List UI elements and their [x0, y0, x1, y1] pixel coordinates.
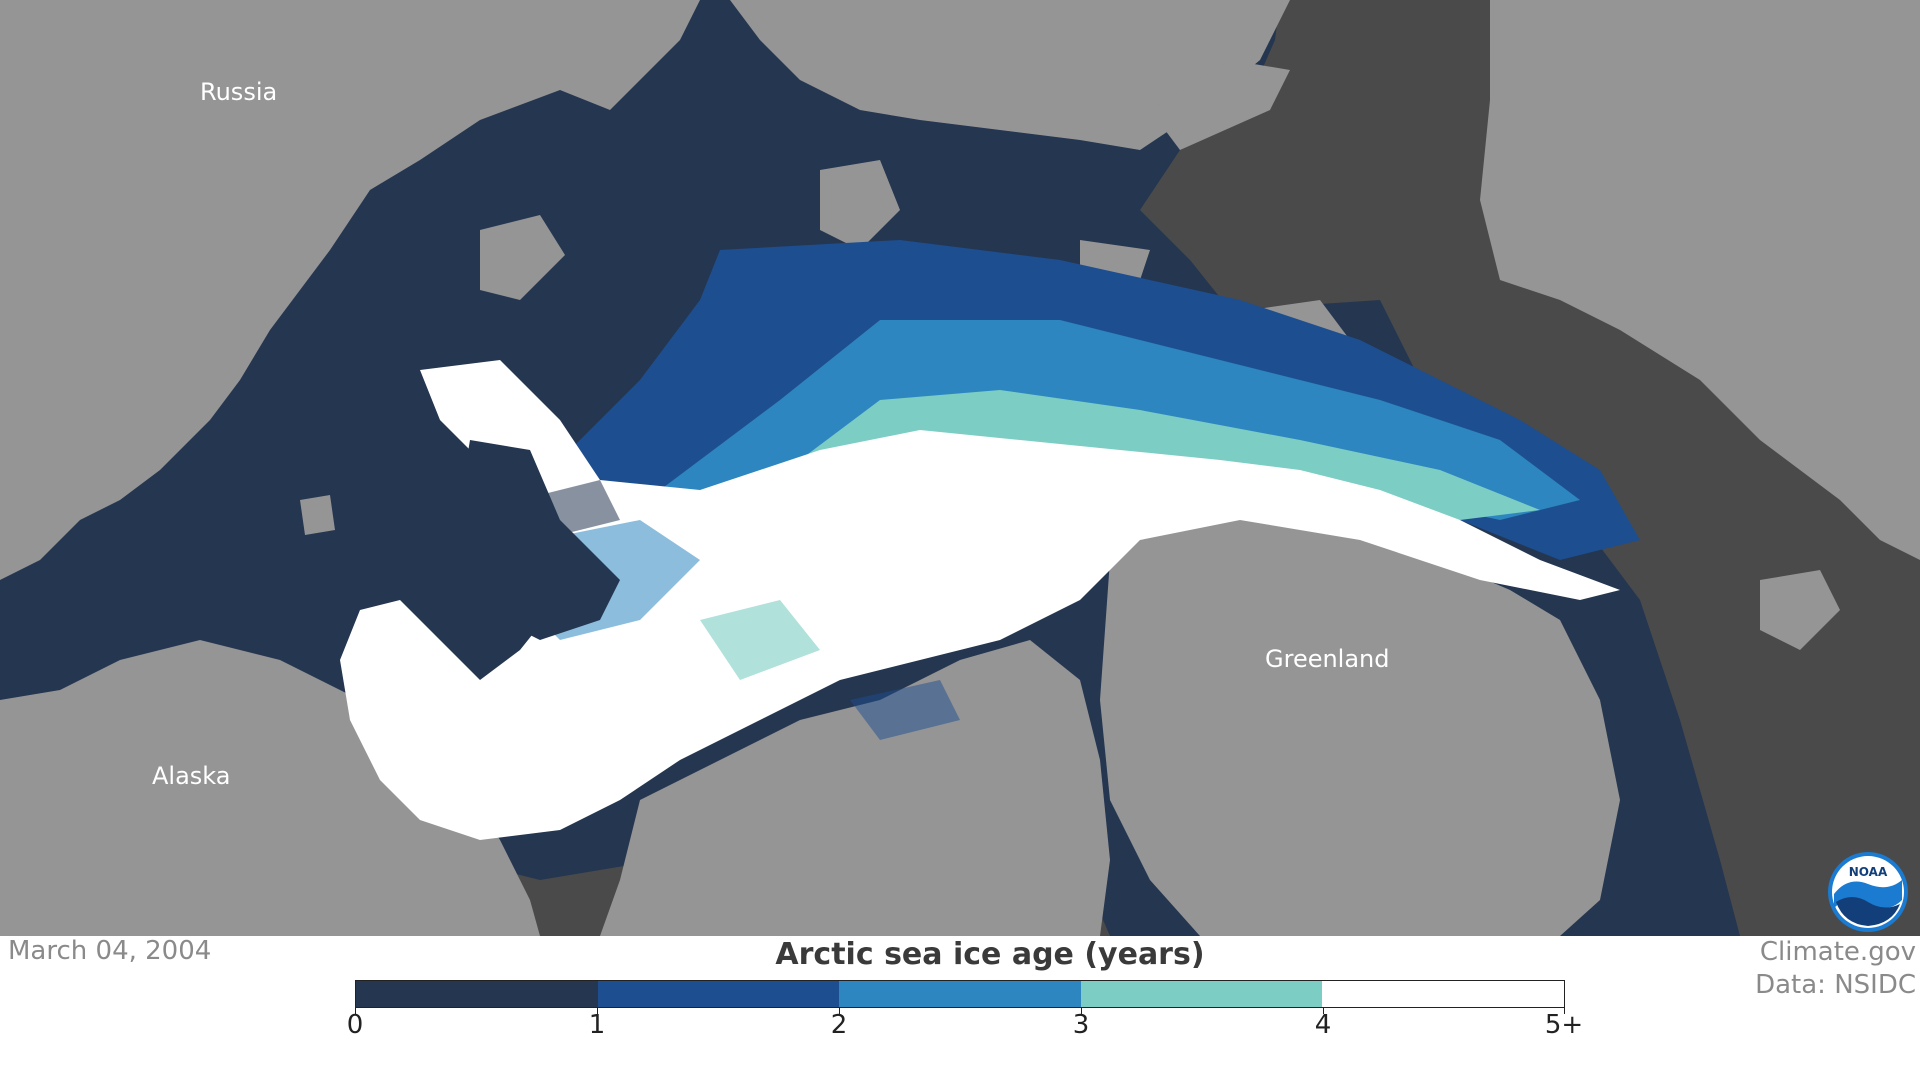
- legend-label-1: 1: [588, 1010, 606, 1040]
- credit-data-source: Data: NSIDC: [1755, 970, 1916, 1000]
- legend-swatch-2-3: [839, 981, 1081, 1007]
- land-island-4: [300, 495, 335, 535]
- legend-tick: [597, 1008, 598, 1014]
- legend-tick: [1081, 1008, 1082, 1014]
- noaa-logo-text: NOAA: [1849, 865, 1888, 879]
- legend-label-4: 4: [1314, 1010, 1332, 1040]
- land-greenland: [1100, 500, 1620, 936]
- legend-swatch-3-4: [1080, 981, 1323, 1007]
- legend-tick: [355, 1008, 356, 1014]
- label-russia: Russia: [200, 78, 278, 106]
- credit-climate-gov: Climate.gov: [1759, 937, 1916, 967]
- ice-age-4-5plus: [340, 360, 1620, 840]
- legend-swatch-0-1: [356, 981, 598, 1007]
- land-novaya-zemlya: [1150, 60, 1290, 150]
- land-island-2: [820, 160, 900, 250]
- legend-title: Arctic sea ice age (years): [775, 937, 1205, 972]
- land-canadian-archipelago: [600, 640, 1110, 936]
- ice-speckle-2: [850, 680, 960, 740]
- legend-swatch-1-2: [597, 981, 840, 1007]
- label-greenland: Greenland: [1265, 645, 1390, 673]
- land-iceland: [1760, 570, 1840, 650]
- land-scandinavia: [1480, 0, 1920, 560]
- ice-speckle-3: [700, 600, 820, 680]
- legend-tick: [839, 1008, 840, 1014]
- legend-label-0: 0: [346, 1010, 364, 1040]
- noaa-logo-icon: NOAA: [1826, 850, 1910, 934]
- land-island-1: [480, 215, 565, 300]
- legend-label-3: 3: [1072, 1010, 1090, 1040]
- map-canvas: [0, 0, 1920, 936]
- legend-color-bar: [355, 980, 1565, 1008]
- legend-label-2: 2: [830, 1010, 848, 1040]
- sea-ice-map: Russia Alaska Greenland NOAA: [0, 0, 1920, 936]
- legend-label-5plus: 5+: [1544, 1010, 1584, 1040]
- map-date: March 04, 2004: [8, 936, 212, 966]
- legend-tick: [1323, 1008, 1324, 1014]
- label-alaska: Alaska: [152, 762, 231, 790]
- land-alaska: [0, 640, 540, 936]
- ocean-beaufort-embayment: [460, 440, 620, 640]
- legend-tick: [1564, 1008, 1565, 1014]
- land-taymyr: [730, 0, 1290, 150]
- land-russia: [0, 0, 700, 580]
- legend-swatch-4-5plus: [1322, 981, 1564, 1007]
